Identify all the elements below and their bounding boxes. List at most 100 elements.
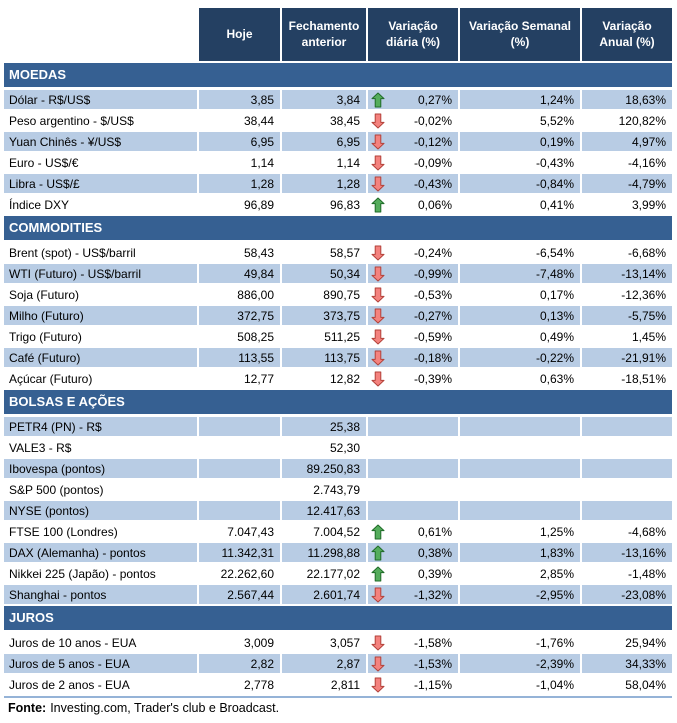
cell-fechamento-anterior: 3,057 [280,633,366,652]
cell-hoje: 96,89 [197,195,280,214]
cell-variacao-semanal: 2,85% [458,564,580,583]
cell-variacao-anual: -21,91% [580,348,672,367]
cell-variacao-anual: -4,68% [580,522,672,541]
cell-variacao-diaria [366,480,458,499]
table-row: Trigo (Futuro) 508,25 511,25 -0,59% 0,49% 1,4… [4,327,672,346]
section-header-juros: JUROS [4,606,672,630]
row-label: Libra - US$/£ [4,174,197,193]
cell-variacao-semanal [458,480,580,499]
cell-variacao-diaria: -0,27% [366,306,458,325]
cell-fechamento-anterior: 11.298,88 [280,543,366,562]
trend-down-icon [371,635,385,651]
cell-hoje: 372,75 [197,306,280,325]
cell-variacao-diaria: -0,09% [366,153,458,172]
cell-variacao-semanal: -0,84% [458,174,580,193]
cell-fechamento-anterior: 2.601,74 [280,585,366,604]
cell-hoje: 886,00 [197,285,280,304]
cell-hoje: 22.262,60 [197,564,280,583]
cell-variacao-diaria [366,417,458,436]
table-row: Euro - US$/€ 1,14 1,14 -0,09% -0,43% -4,16% [4,153,672,172]
row-label: Café (Futuro) [4,348,197,367]
cell-variacao-diaria [366,459,458,478]
table-row: Nikkei 225 (Japão) - pontos 22.262,60 22.1… [4,564,672,583]
trend-down-icon [371,350,385,366]
trend-down-icon [371,176,385,192]
cell-fechamento-anterior: 1,28 [280,174,366,193]
cell-variacao-semanal [458,438,580,457]
cell-hoje [197,438,280,457]
table-row: Soja (Futuro) 886,00 890,75 -0,53% 0,17% -12,… [4,285,672,304]
row-label: Soja (Futuro) [9,287,80,302]
cell-hoje [197,501,280,520]
row-label: Ibovespa (pontos) [4,459,197,478]
cell-variacao-semanal [458,459,580,478]
trend-up-icon [371,545,385,561]
cell-variacao-semanal: -0,43% [458,153,580,172]
column-header-variacao-anual: Variação Anual (%) [580,8,672,61]
market-summary-table: Hoje Fechamento anterior Variação diária… [4,8,672,715]
cell-variacao-anual: -13,14% [580,264,672,283]
cell-variacao-semanal [458,417,580,436]
cell-fechamento-anterior: 25,38 [280,417,366,436]
trend-down-icon [371,113,385,129]
cell-variacao-diaria: 0,61% [366,522,458,541]
cell-hoje: 2,778 [197,675,280,694]
row-label: Dólar - R$/US$ [4,90,197,109]
cell-fechamento-anterior: 12,82 [280,369,366,388]
cell-variacao-diaria [366,438,458,457]
cell-hoje [197,417,280,436]
row-label: Trigo (Futuro) [9,329,82,344]
cell-hoje [197,480,280,499]
cell-variacao-diaria: -0,24% [366,243,458,262]
table-row: S&P 500 (pontos) 2.743,79 [4,480,672,499]
cell-variacao-semanal: 1,83% [458,543,580,562]
cell-variacao-semanal: 0,49% [458,327,580,346]
cell-hoje: 2,82 [197,654,280,673]
table-body: MOEDAS Dólar - R$/US$ 3,85 3,84 0,27% 1,24% 18… [4,63,672,694]
row-label: Peso argentino - $/US$ [9,113,134,128]
trend-down-icon [371,287,385,303]
cell-variacao-diaria: -0,02% [366,111,458,130]
cell-variacao-semanal: 1,24% [458,90,580,109]
cell-variacao-anual: -13,16% [580,543,672,562]
cell-hoje: 7.047,43 [197,522,280,541]
table-row: NYSE (pontos) 12.417,63 [4,501,672,520]
cell-variacao-anual [580,459,672,478]
cell-fechamento-anterior: 7.004,52 [280,522,366,541]
cell-hoje: 2.567,44 [197,585,280,604]
cell-variacao-diaria: 0,39% [366,564,458,583]
row-label: Milho (Futuro) [4,306,197,325]
column-header-hoje: Hoje [197,8,280,61]
table-row: Índice DXY 96,89 96,83 0,06% 0,41% 3,99% [4,195,672,214]
cell-fechamento-anterior: 58,57 [280,243,366,262]
row-label: Juros de 2 anos - EUA [9,677,130,692]
row-label: NYSE (pontos) [4,501,197,520]
cell-variacao-semanal: -1,04% [458,675,580,694]
section-header-bolsas-e-acoes: BOLSAS E AÇÕES [4,390,672,414]
trend-up-icon [371,197,385,213]
cell-variacao-diaria: -0,99% [366,264,458,283]
table-row: VALE3 - R$ 52,30 [4,438,672,457]
cell-fechamento-anterior: 38,45 [280,111,366,130]
cell-fechamento-anterior: 373,75 [280,306,366,325]
cell-fechamento-anterior: 1,14 [280,153,366,172]
cell-variacao-anual [580,417,672,436]
cell-variacao-anual: 25,94% [580,633,672,652]
cell-variacao-diaria: -1,53% [366,654,458,673]
cell-variacao-anual [580,438,672,457]
table-row: Yuan Chinês - ¥/US$ 6,95 6,95 -0,12% 0,19% 4,… [4,132,672,151]
cell-fechamento-anterior: 89.250,83 [280,459,366,478]
cell-hoje: 1,28 [197,174,280,193]
cell-variacao-diaria: -0,12% [366,132,458,151]
trend-up-icon [371,566,385,582]
cell-variacao-anual: 1,45% [580,327,672,346]
row-label: PETR4 (PN) - R$ [4,417,197,436]
cell-hoje: 12,77 [197,369,280,388]
cell-variacao-anual: 3,99% [580,195,672,214]
row-label: Shanghai - pontos [4,585,197,604]
trend-down-icon [371,656,385,672]
cell-variacao-anual: 58,04% [580,675,672,694]
trend-down-icon [371,155,385,171]
table-row: Café (Futuro) 113,55 113,75 -0,18% -0,22% -21… [4,348,672,367]
cell-variacao-anual: 34,33% [580,654,672,673]
